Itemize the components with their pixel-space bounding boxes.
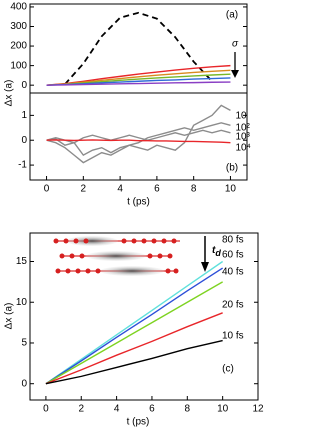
y-tick-label: 5 — [21, 338, 27, 349]
x-tick-label: 10 — [225, 184, 237, 195]
x-axis-title: t (ps) — [127, 417, 150, 428]
plot-frame — [29, 232, 259, 401]
data-line — [45, 281, 223, 385]
arrows — [201, 52, 239, 272]
y-tick-label: 1 — [21, 110, 27, 121]
x-tick-label: 6 — [154, 184, 160, 195]
data-line — [45, 312, 223, 385]
x-tick-label: 6 — [149, 404, 155, 415]
x-tick-label: 0 — [43, 404, 49, 415]
x-tick-label: 0 — [44, 184, 50, 195]
y-tick-label: 0 — [21, 378, 27, 389]
series-label: 10³ — [235, 132, 250, 143]
x-tick-label: 2 — [78, 404, 84, 415]
y-tick-label: -1 — [18, 160, 27, 171]
data-line — [46, 81, 231, 86]
plot-frame — [29, 92, 248, 181]
x-tick-label: 4 — [117, 184, 123, 195]
data-line — [46, 139, 231, 144]
sigma-label: σ — [232, 39, 239, 50]
series-label: 10 — [235, 111, 247, 122]
data-line — [45, 260, 224, 385]
panel-label: (a) — [226, 10, 238, 21]
td-label: td — [212, 245, 221, 259]
y-tick-label: 0 — [21, 80, 27, 91]
series-label: 80 fs — [222, 235, 244, 246]
y-tick-label: 200 — [10, 41, 27, 52]
y-tick-label: 10 — [16, 297, 28, 308]
series-label: 10² — [235, 123, 250, 134]
series-label: 10 fs — [222, 331, 244, 342]
x-axis-title: t (ps) — [127, 197, 150, 208]
data-line — [45, 339, 223, 385]
td-sub: d — [215, 248, 221, 258]
data-line — [45, 267, 224, 385]
x-tick-label: 12 — [252, 404, 264, 415]
panel-label: (c) — [222, 364, 234, 375]
molecule-illustration — [53, 236, 180, 276]
x-tick-label: 8 — [185, 404, 191, 415]
y-tick-label: 0 — [21, 135, 27, 146]
series-label: 60 fs — [222, 250, 244, 261]
panel-label: (b) — [226, 163, 238, 174]
data-line — [64, 11, 213, 85]
y-axis-title: Δx (a) — [4, 80, 15, 107]
x-tick-label: 8 — [191, 184, 197, 195]
data-line — [46, 64, 231, 86]
y-tick-label: 15 — [16, 256, 28, 267]
series-label: 20 fs — [222, 300, 244, 311]
series-label: 10⁴ — [235, 143, 250, 154]
td-main: t — [212, 245, 216, 256]
y-axis-title: Δx (a) — [4, 303, 15, 330]
x-tick-label: 10 — [217, 404, 229, 415]
data-line — [46, 104, 231, 157]
y-tick-label: 400 — [10, 2, 27, 13]
x-tick-label: 2 — [81, 184, 87, 195]
y-tick-label: 300 — [10, 21, 27, 32]
series-label: 40 fs — [222, 267, 244, 278]
y-tick-label: 100 — [10, 60, 27, 71]
x-tick-label: 4 — [114, 404, 120, 415]
data-line — [46, 122, 231, 164]
